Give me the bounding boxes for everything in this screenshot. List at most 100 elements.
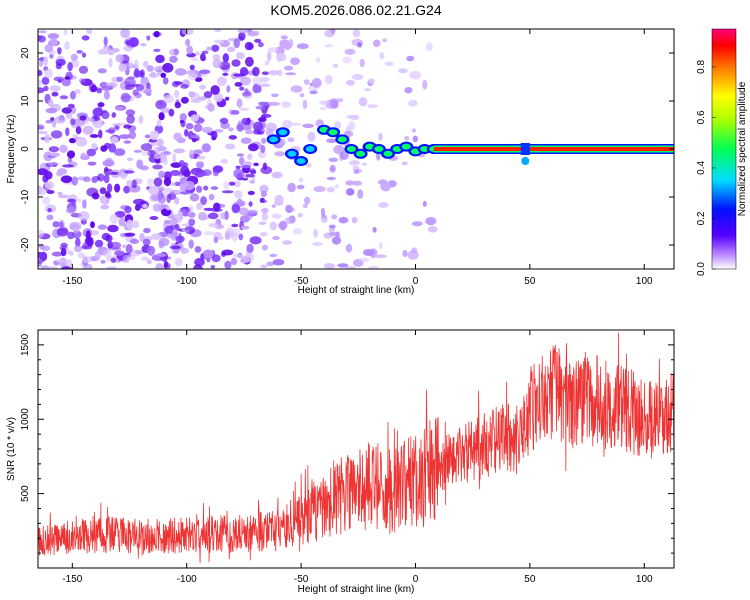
heatmap-noise-blob [151,233,162,241]
heatmap-noise-blob [359,257,370,262]
colorbar: 0.0 0.2 0.4 0.6 0.8 Normalized spectral ampl… [696,28,748,276]
heatmap-noise-blob [90,221,95,229]
snr-axes: -150 -100 -50 0 50 100 500 1000 1500 [20,330,674,585]
heatmap-x-tick-label: -150 [62,276,82,287]
heatmap-noise-blob [41,76,50,85]
heatmap-noise-blob [252,83,260,94]
heatmap-noise-blob [112,122,122,127]
heatmap-noise-blob [328,227,335,234]
heatmap-noise-blob [172,153,177,163]
heatmap-noise-blob [185,38,191,47]
heatmap-noise-blob [125,40,131,46]
heatmap-noise-blob [285,204,293,214]
heatmap-noise-blob [211,44,220,52]
heatmap-noise-blob [345,79,355,86]
heatmap-noise-blob [38,257,45,264]
heatmap-noise-blob [143,227,151,234]
heatmap-noise-blob [57,47,62,55]
heatmap-noise-blob [146,82,151,91]
heatmap-noise-blob [74,89,81,94]
heatmap-noise-blob [66,150,76,159]
heatmap-noise-blob [206,46,212,51]
heatmap-noise-blob [401,161,408,166]
heatmap-noise-blob [236,98,243,108]
heatmap-noise-blob [260,166,273,175]
heatmap-noise-blob [155,54,165,64]
heatmap-y-tick-label: 10 [20,95,31,107]
heatmap-noise-blob [188,218,196,227]
heatmap-noise-blob [149,130,159,141]
heatmap-noise-blob [83,176,91,183]
heatmap-noise-blob [189,149,195,160]
heatmap-noise-blob [245,56,254,67]
heatmap-noise-blob [315,119,324,127]
heatmap-noise-blob [164,225,175,235]
heatmap-noise-blob [174,257,183,267]
heatmap-noise-blob [235,165,241,170]
heatmap-noise-blob [113,148,126,157]
heatmap-noise-blob [48,146,60,153]
heatmap-noise-blob [101,196,107,205]
snr-series-line [38,332,674,564]
heatmap-noise-blob [236,153,244,157]
heatmap-noise-blob [238,233,244,241]
heatmap-noise-blob [190,57,199,62]
snr-marks [38,332,674,564]
heatmap-noise-blob [94,251,101,261]
heatmap-noise-blob [210,85,220,95]
heatmap-noise-blob [56,170,64,177]
heatmap-noise-blob [67,103,75,109]
heatmap-noise-blob [75,126,82,135]
heatmap-noise-blob [59,95,69,100]
heatmap-noise-blob [258,101,269,106]
heatmap-noise-blob [66,206,76,214]
heatmap-noise-blob [110,257,117,263]
heatmap-noise-blob [183,169,191,178]
heatmap-noise-blob [255,105,267,110]
heatmap-noise-blob [135,250,145,255]
heatmap-noise-blob [70,90,76,100]
heatmap-noise-blob [222,53,229,63]
heatmap-noise-blob [101,110,110,120]
heatmap-noise-blob [238,31,246,41]
heatmap-noise-blob [43,85,49,92]
heatmap-noise-blob [105,191,111,198]
heatmap-noise-blob [338,216,349,224]
heatmap-noise-blob [324,29,335,38]
heatmap-noise-blob [55,63,62,70]
heatmap-noise-blob [73,227,80,233]
heatmap-noise-blob [56,227,69,237]
heatmap-noise-blob [124,205,132,214]
heatmap-noise-blob [163,260,168,269]
heatmap-noise-blob [265,128,274,137]
snr-x-tick-label: -150 [62,574,82,585]
heatmap-signal-core [328,129,338,136]
colorbar-gradient [712,29,736,269]
heatmap-noise-blob [334,184,340,188]
heatmap-noise-blob [262,244,268,251]
snr-panel: -150 -100 -50 0 50 100 500 1000 1500 Height of s… [6,329,675,595]
heatmap-noise-blob [81,245,93,250]
heatmap-noise-blob [152,164,163,170]
heatmap-noise-blob [38,251,44,258]
heatmap-noise-blob [230,110,240,115]
heatmap-noise-blob [320,214,328,223]
heatmap-noise-blob [115,106,124,110]
heatmap-noise-blob [110,171,119,175]
heatmap-noise-blob [219,117,229,124]
heatmap-noise-blob [108,57,113,68]
heatmap-noise-blob [213,236,219,244]
colorbar-tick-label: 0.6 [696,110,707,124]
heatmap-noise-blob [228,127,234,132]
heatmap-noise-blob [38,79,42,87]
heatmap-noise-blob [124,84,135,90]
heatmap-noise-blob [180,113,187,122]
heatmap-noise-blob [287,182,296,193]
heatmap-noise-blob [188,91,196,98]
heatmap-noise-blob [134,204,141,211]
heatmap-noise-blob [178,160,185,167]
heatmap-noise-blob [193,149,203,155]
heatmap-noise-blob [379,52,385,60]
heatmap-noise-blob [378,202,389,208]
heatmap-noise-blob [156,119,162,127]
